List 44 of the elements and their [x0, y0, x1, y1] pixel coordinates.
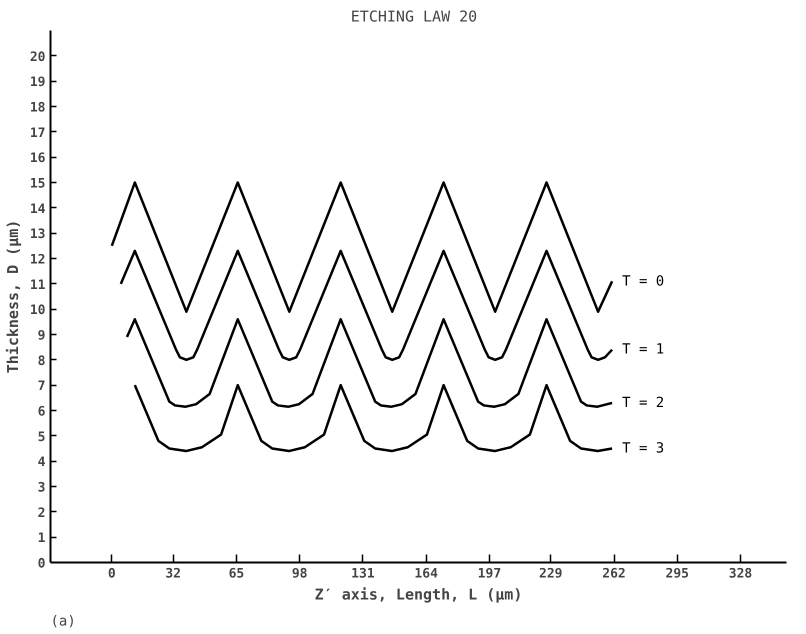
y-tick-label: 11 [30, 278, 46, 293]
y-tick-label: 4 [38, 455, 46, 470]
series-label: T = 0 [622, 273, 664, 290]
y-tick-label: 12 [30, 252, 46, 268]
y-tick-label: 14 [30, 202, 46, 217]
y-tick-label: 6 [38, 404, 46, 420]
line-series [120, 250, 614, 362]
text: (a) [50, 614, 76, 630]
x-tick-label: 262 [602, 566, 626, 582]
x-tick-label: 197 [478, 566, 502, 582]
series-label: T = 2 [622, 394, 664, 411]
y-tick-label: 19 [30, 75, 46, 90]
y-tick-label: 1 [38, 531, 46, 546]
x-tick-label: 131 [351, 566, 375, 582]
y-tick-label: 10 [30, 303, 46, 318]
series-label: T = 3 [622, 440, 664, 456]
y-tick-label: 15 [30, 176, 46, 192]
x-tick-label: 65 [228, 566, 244, 582]
x-tick-label: 98 [292, 566, 308, 582]
x-tick-label: 164 [414, 566, 438, 582]
y-tick-label: 0 [38, 556, 46, 572]
x-tick-label: 295 [666, 566, 689, 582]
y-tick-label: 17 [30, 126, 46, 141]
x-tick-label: 229 [539, 566, 562, 582]
x-tick-label: 0 [108, 566, 116, 582]
y-tick-label: 20 [30, 50, 46, 65]
y-tick-label: 8 [38, 354, 46, 369]
x-axis-title: Z′ axis, Length, L (µm) [314, 586, 522, 604]
y-tick-label: 7 [38, 379, 46, 394]
y-tick-label: 2 [38, 506, 46, 521]
y-tick-label: 16 [30, 151, 46, 166]
line-series [126, 318, 614, 408]
line-series [110, 181, 614, 313]
x-tick-label: 32 [165, 566, 181, 582]
chart-title: ETCHING LAW 20 [350, 8, 478, 26]
series-label: T = 1 [622, 342, 664, 358]
y-tick-label: 9 [38, 328, 46, 344]
line-series [134, 384, 614, 452]
y-axis-title: Thickness, D (µm) [4, 220, 22, 374]
y-tick-label: 18 [30, 100, 46, 116]
y-tick-label: 5 [38, 430, 46, 445]
y-tick-label: 3 [38, 480, 46, 496]
x-tick-label: 328 [728, 566, 752, 582]
y-tick-label: 13 [30, 227, 46, 242]
